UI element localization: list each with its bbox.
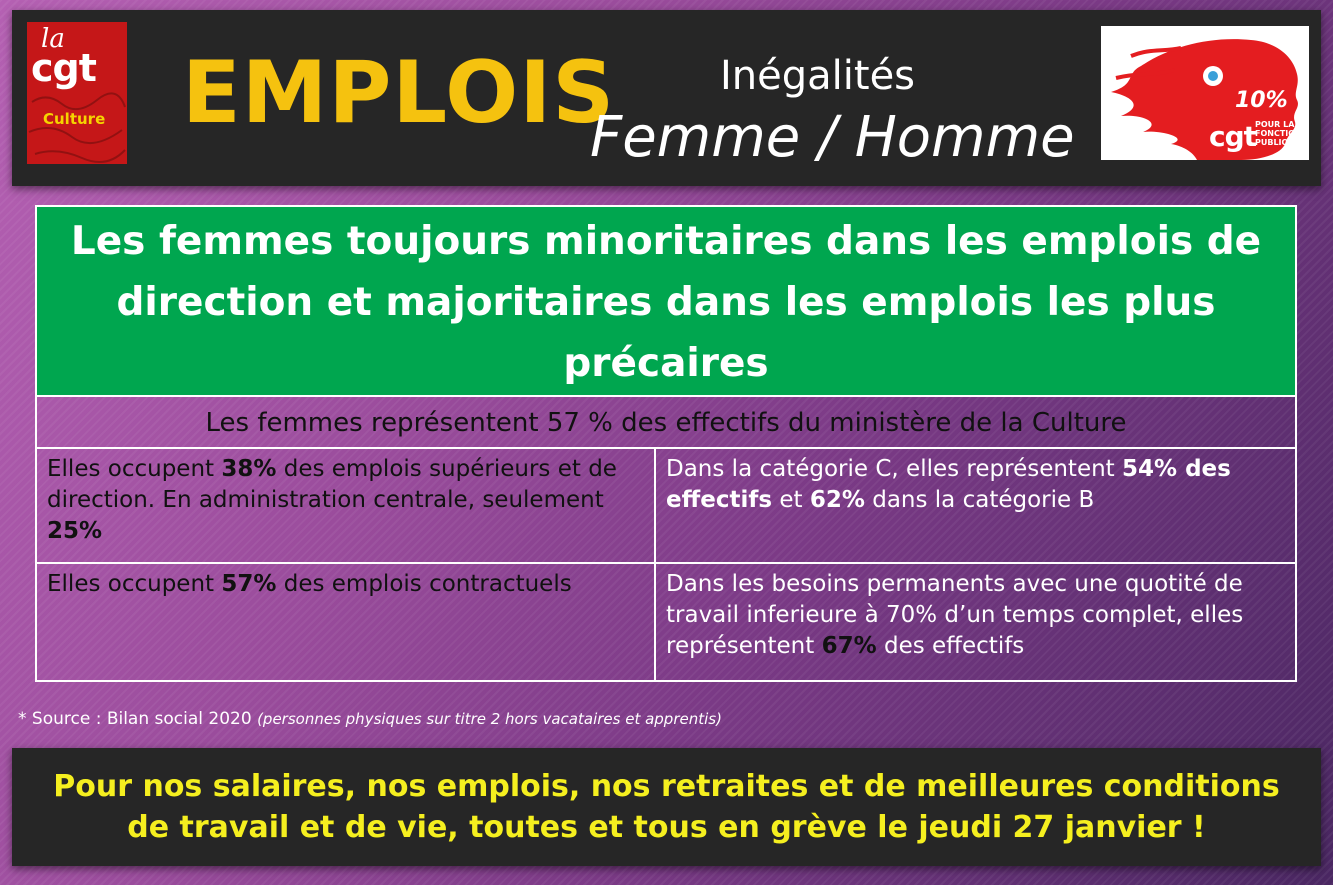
table-cell-categories: Dans la catégorie C, elles représentent … (656, 449, 1295, 564)
header-banner: la cgt Culture EMPLOIS Inégalités Femme … (12, 10, 1321, 186)
table-cell-direction: Elles occupent 38% des emplois supérieur… (37, 449, 656, 564)
cell-text: des emplois contractuels (276, 571, 572, 597)
logo-fonction-publique-text: POUR LA FONCTION PUBLIQUE (1255, 120, 1302, 147)
cell-text: des emplois supérieurs et de direction. … (47, 456, 617, 513)
source-label: * Source : Bilan social 2020 (18, 709, 258, 729)
cell-figure: 38% (221, 456, 277, 482)
flame-profile-icon (1111, 39, 1298, 160)
logo-texture-icon (28, 92, 126, 164)
source-note: * Source : Bilan social 2020 (personnes … (18, 709, 722, 729)
cell-text: et (772, 487, 810, 513)
cell-figure: 54% des effectifs (666, 456, 1231, 513)
subtitle-inegalites: Inégalités (720, 53, 916, 99)
logo-cgt-text: cgt (31, 46, 97, 90)
footer-banner: Pour nos salaires, nos emplois, nos retr… (12, 748, 1321, 866)
cgt-culture-logo: la cgt Culture (27, 22, 127, 164)
cell-text: Dans les besoins permanents avec une quo… (666, 571, 1244, 659)
page-title: EMPLOIS (182, 43, 616, 143)
cell-figure: 67% (821, 633, 877, 659)
footer-line-2: de travail et de vie, toutes et tous en … (127, 810, 1206, 845)
subtitle-femme-homme: Femme / Homme (590, 105, 1075, 170)
footer-line-1: Pour nos salaires, nos emplois, nos retr… (53, 769, 1280, 804)
logo-la-text: la (41, 24, 65, 54)
cell-text: dans la catégorie B (864, 487, 1095, 513)
logo-cgt-text-right: cgt (1209, 120, 1257, 153)
cell-figure: 57% (221, 571, 277, 597)
table-cell-contractuels: Elles occupent 57% des emplois contractu… (37, 564, 656, 680)
source-detail: (personnes physiques sur titre 2 hors va… (257, 710, 722, 728)
cell-figure: 62% (809, 487, 865, 513)
cell-text: Elles occupent (47, 456, 222, 482)
statistics-table: Les femmes toujours minoritaires dans le… (35, 205, 1297, 682)
cell-figure: 25% (47, 518, 103, 544)
cgt-fonction-publique-logo: 10% cgt POUR LA FONCTION PUBLIQUE (1101, 26, 1309, 160)
table-cell-temps-partiel: Dans les besoins permanents avec une quo… (656, 564, 1295, 680)
logo-10-percent-text: 10% (1235, 88, 1288, 113)
cell-text: Elles occupent (47, 571, 222, 597)
logo-culture-text: Culture (43, 110, 106, 128)
table-headline: Les femmes toujours minoritaires dans le… (37, 207, 1295, 397)
cell-text: Dans la catégorie C, elles représentent (666, 456, 1123, 482)
table-summary-row: Les femmes représentent 57 % des effecti… (37, 397, 1295, 449)
cell-text: des effectifs (876, 633, 1025, 659)
